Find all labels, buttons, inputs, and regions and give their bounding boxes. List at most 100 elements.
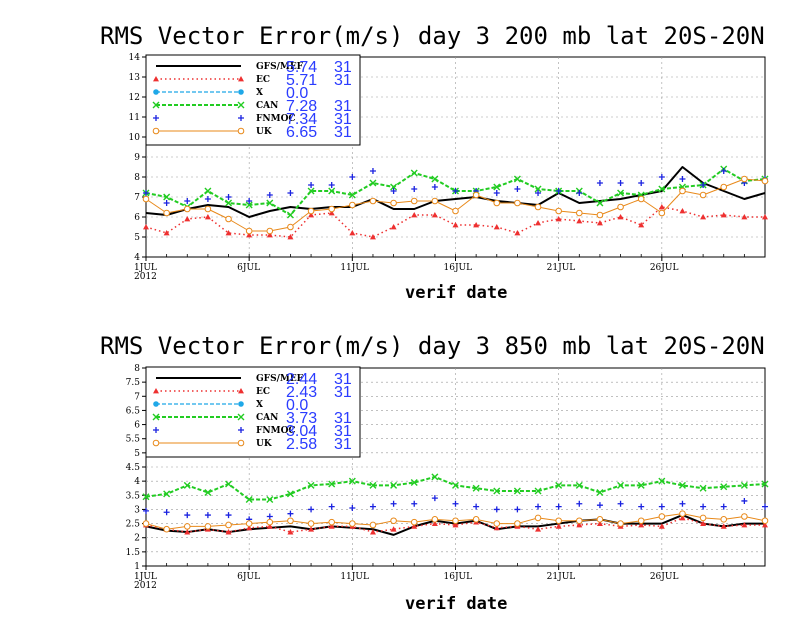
data-point [143, 507, 149, 514]
y-tick-label: 13 [129, 73, 141, 83]
data-point [493, 524, 500, 531]
data-point [700, 214, 707, 220]
data-point [328, 205, 336, 213]
data-point [658, 174, 665, 180]
data-point [720, 212, 727, 218]
data-point [142, 195, 150, 203]
legend-label: CAN [256, 101, 278, 111]
data-point [493, 199, 501, 207]
y-tick-label: 2 [134, 534, 140, 544]
data-point [411, 523, 418, 529]
data-point [452, 517, 459, 525]
data-point [369, 521, 377, 529]
data-point [535, 190, 542, 196]
data-point [225, 199, 233, 207]
legend-marker [237, 413, 245, 421]
legend-marker [152, 101, 160, 109]
series-fnmoc [143, 168, 768, 206]
data-point [369, 503, 376, 510]
data-point [245, 227, 253, 235]
data-point [307, 207, 315, 215]
data-point [204, 512, 211, 519]
data-point [596, 488, 604, 496]
data-point [741, 513, 748, 520]
data-point [720, 523, 727, 529]
data-point [287, 223, 294, 231]
legend-count: 31 [334, 98, 352, 115]
data-point [596, 516, 604, 523]
data-point [308, 506, 315, 513]
legend-label: X [256, 88, 263, 98]
data-point [328, 523, 335, 529]
x-tick-label: 11JUL [340, 263, 369, 273]
y-tick-label: 6 [134, 213, 140, 223]
data-point [679, 514, 686, 521]
data-point [535, 503, 542, 510]
data-point [163, 193, 171, 201]
data-point [308, 182, 315, 188]
data-point [514, 520, 521, 527]
legend-count: 31 [334, 384, 352, 401]
legend-label: GFS/MEF [256, 62, 304, 72]
data-point [287, 190, 294, 196]
legend-mean: 3.73 [286, 410, 317, 427]
data-point [349, 201, 356, 209]
data-point [493, 520, 501, 527]
data-point [761, 480, 769, 488]
data-point [184, 529, 191, 535]
data-point [369, 179, 377, 187]
data-point [163, 230, 170, 236]
data-point [514, 506, 521, 513]
chart-title: RMS Vector Error(m/s) day 3 850 mb lat 2… [100, 332, 765, 360]
data-point [493, 224, 500, 230]
y-tick-label: 4 [134, 477, 140, 487]
data-point [679, 176, 686, 182]
legend-count: 31 [334, 436, 352, 453]
data-point [679, 187, 686, 195]
chart-panel-2: RMS Vector Error(m/s) day 3 850 mb lat 2… [100, 332, 769, 614]
data-point [761, 177, 769, 185]
data-point [596, 199, 604, 207]
data-point [390, 526, 397, 532]
data-point [328, 480, 336, 488]
y-tick-label: 8 [134, 364, 140, 374]
legend-marker [153, 76, 159, 82]
y-tick-label: 1 [134, 562, 140, 572]
data-point [225, 529, 232, 535]
data-point [699, 514, 707, 522]
legend-label: GFS/MEF [256, 374, 304, 384]
legend-mean: 5.74 [286, 59, 317, 76]
data-point [762, 503, 768, 510]
legend-label: CAN [256, 413, 278, 423]
legend-marker [237, 127, 245, 135]
data-point [535, 526, 542, 532]
data-point [163, 209, 170, 217]
data-point [390, 500, 397, 507]
y-tick-label: 7.5 [126, 378, 141, 388]
y-tick-label: 1.5 [126, 548, 141, 558]
legend-count: 31 [334, 410, 352, 427]
data-point [761, 517, 769, 525]
data-point [741, 497, 748, 504]
data-point [472, 516, 480, 523]
data-point [245, 496, 253, 504]
data-point [431, 175, 439, 183]
series-can [142, 473, 769, 504]
data-point [678, 481, 686, 489]
data-point [617, 180, 624, 186]
data-point [720, 183, 728, 191]
legend-mean: 6.65 [286, 124, 317, 141]
data-point [576, 517, 583, 525]
data-point [204, 214, 211, 220]
data-point [307, 520, 315, 527]
data-point [184, 512, 191, 519]
data-point [390, 188, 397, 194]
legend-label: X [256, 400, 263, 410]
data-point [534, 203, 542, 211]
legend-marker [238, 427, 244, 433]
data-point [204, 205, 212, 213]
data-point [390, 517, 397, 525]
data-point [163, 525, 170, 533]
data-point [204, 187, 212, 195]
data-point [576, 218, 583, 224]
